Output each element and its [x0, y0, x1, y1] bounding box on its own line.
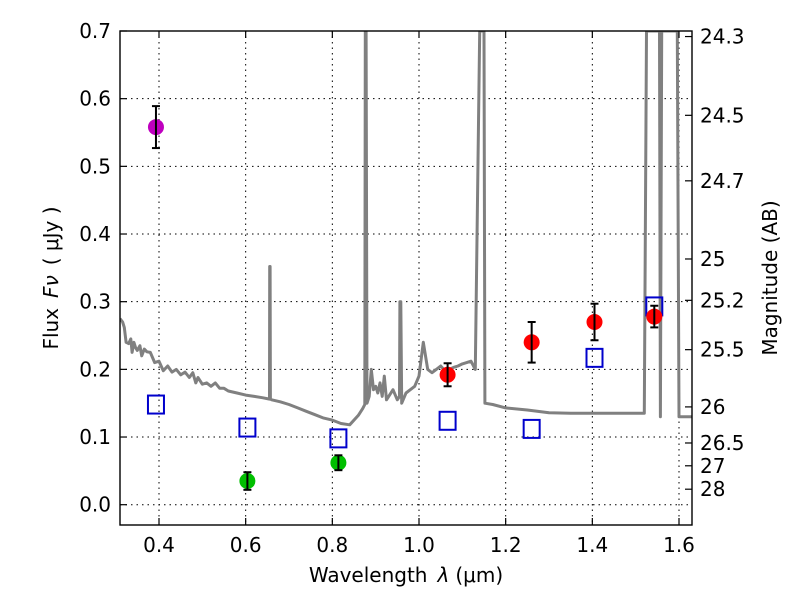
y-tick-label: 0.1: [79, 425, 111, 449]
x-axis-title: Wavelength λ (μm): [309, 563, 503, 587]
plot-frame: [119, 30, 693, 526]
model-square-marker: [329, 428, 348, 449]
x-tick-label: 1.6: [663, 533, 695, 557]
y2-tick-label: 24.5: [700, 103, 745, 127]
x-tick-label: 0.4: [143, 533, 175, 557]
x-tick-label: 1.0: [403, 533, 435, 557]
y-tick-label: 0.0: [79, 493, 111, 517]
x-tick-label: 0.6: [230, 533, 262, 557]
x-tick-label: 1.4: [576, 533, 608, 557]
model-square-marker: [522, 418, 541, 439]
y2-tick-label: 26.5: [700, 431, 745, 455]
y-tick-label: 0.3: [79, 290, 111, 314]
y2-tick-label: 25.2: [700, 288, 745, 312]
x-tick-label: 0.8: [316, 533, 348, 557]
y2-axis-title: Magnitude (AB): [758, 200, 782, 355]
y-axis-title-text: Flux: [39, 308, 63, 350]
x-axis-title-text: Wavelength: [309, 563, 428, 587]
grid: [120, 30, 692, 525]
y2-tick-label: 24.7: [700, 169, 745, 193]
axes: 0.4 0.6 0.8 1.0 1.2 1.4 1.6 0.0 0.1 0.2 0.3 0.4 0.5 0…: [79, 19, 744, 557]
model-square-marker: [438, 410, 457, 431]
y2-tick-label: 27: [700, 454, 725, 478]
y-tick-label: 0.4: [79, 222, 111, 246]
y2-tick-label: 25.5: [700, 338, 745, 362]
x-axis-title-symbol: λ: [437, 563, 450, 587]
model-square-marker: [585, 347, 604, 368]
y-axis-title: Flux Fν ( μJy ): [39, 206, 63, 349]
y2-tick-label: 24.3: [700, 25, 745, 49]
y2-tick-label: 26: [700, 395, 725, 419]
y-tick-label: 0.2: [79, 357, 111, 381]
y2-tick-label: 25: [700, 247, 725, 271]
y-tick-label: 0.7: [79, 19, 111, 43]
y-axis-title-symbol: Fν: [39, 275, 63, 298]
y-axis-title-unit: ( μJy ): [39, 206, 63, 265]
y2-tick-label: 28: [700, 477, 725, 501]
y-tick-label: 0.5: [79, 154, 111, 178]
model-square-marker: [238, 417, 257, 438]
model-spectrum-line: [120, 31, 692, 427]
plot-area: [120, 31, 692, 491]
x-tick-label: 1.2: [490, 533, 522, 557]
model-square-marker: [146, 394, 165, 415]
y-tick-label: 0.6: [79, 87, 111, 111]
x-axis-title-unit: (μm): [455, 563, 503, 587]
